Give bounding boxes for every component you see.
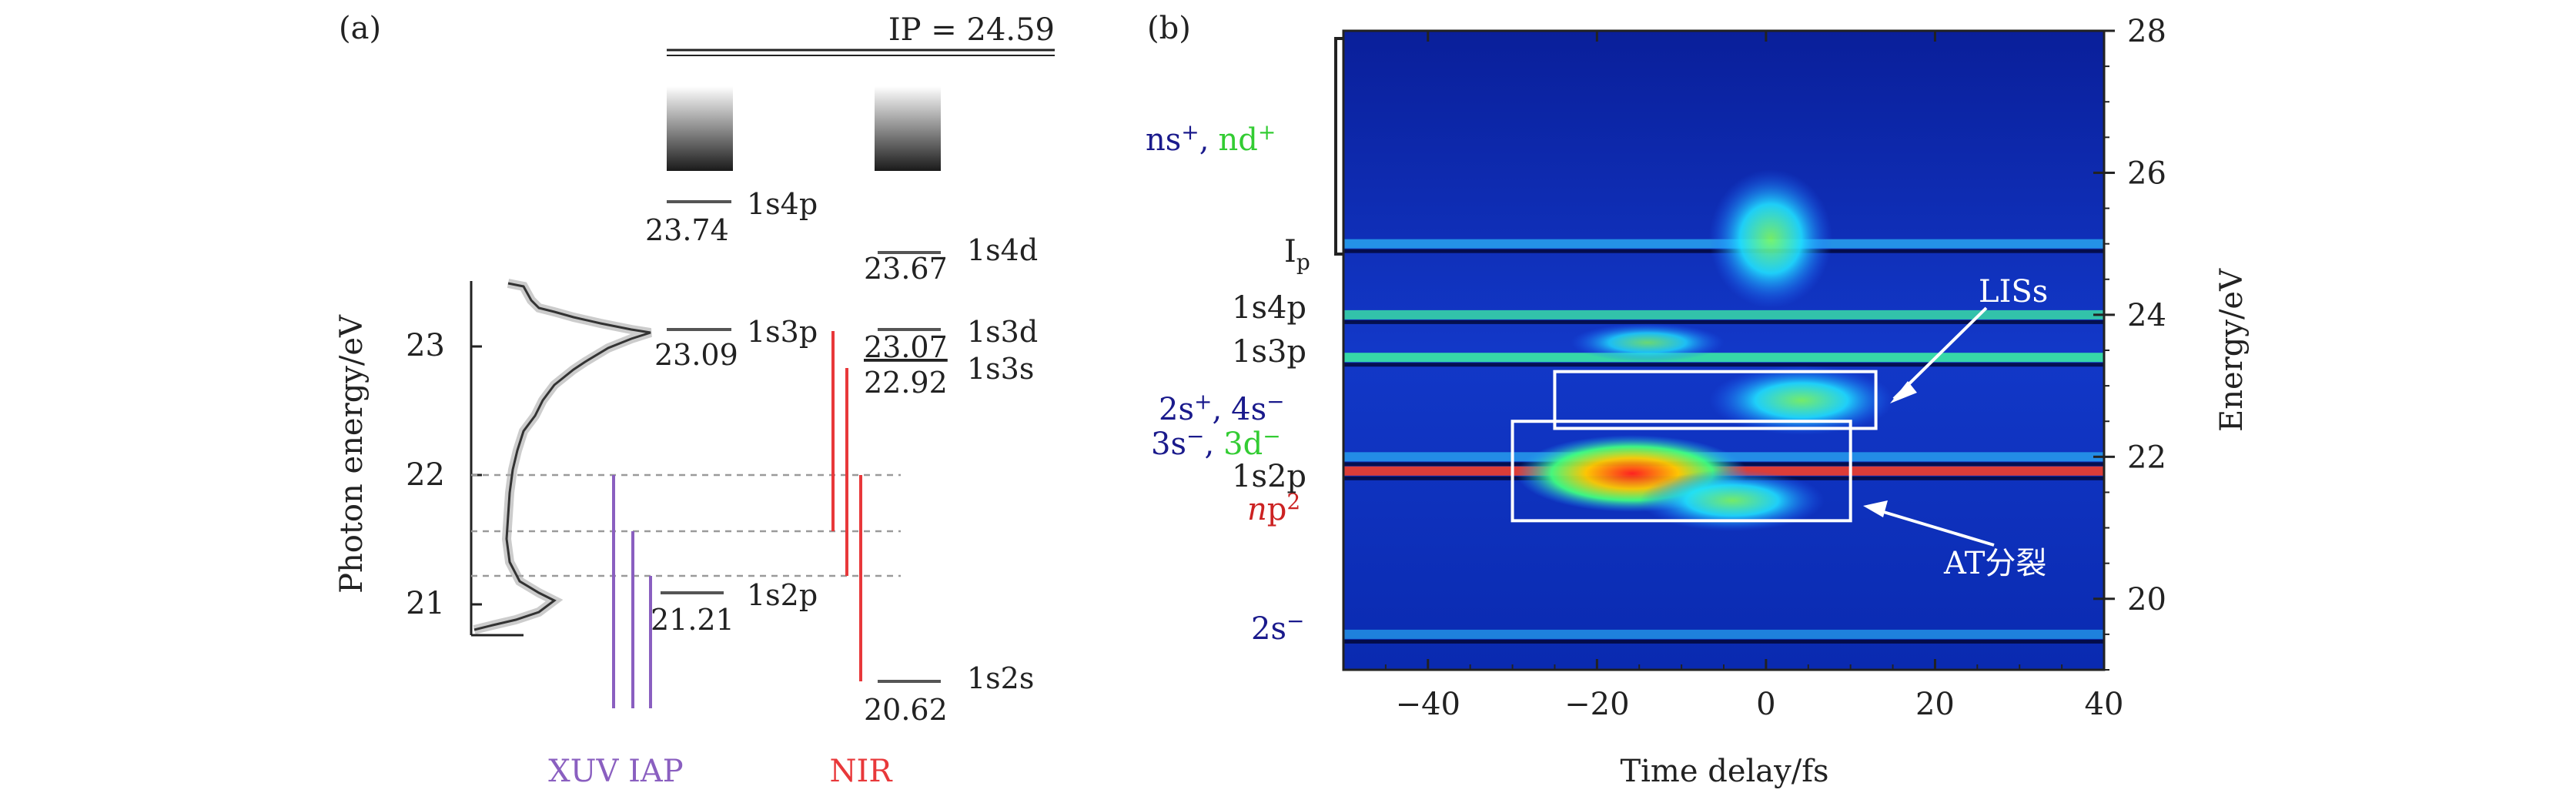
label-3s-3d: 3s−, 3d− [1151, 423, 1281, 462]
label-1s2p: 1s2p [1232, 459, 1306, 494]
ip-label: IP = 24.59 [888, 12, 1055, 48]
label-np2-sup: 2 [1286, 489, 1300, 514]
spectrum-ylabel: Photon energy/eV [334, 314, 370, 594]
liss-annotation: LISs [1979, 274, 2048, 309]
label-ip-main: I [1284, 234, 1296, 269]
heatmap-3p-blob [1571, 323, 1725, 362]
label-3d-sup: − [1263, 423, 1280, 449]
liss-arrow-head [1890, 381, 1917, 403]
x-tick-label: 20 [1915, 687, 1955, 722]
level-1s4p-name: 1s4p [747, 187, 818, 221]
x-ticks: −40 −20 0 20 40 [1343, 31, 2123, 722]
x-tick-label: −40 [1396, 687, 1460, 722]
spectral-line [1343, 629, 2104, 639]
label-2s: 2s [1159, 392, 1194, 427]
label-3s: 3s [1151, 427, 1186, 462]
spectral-line [1343, 309, 2104, 320]
label-np2-p: p [1267, 492, 1287, 527]
panel-b: (b) −40 −20 0 20 40 20 22 24 26 28 Time delay/fs… [1146, 11, 2250, 789]
level-1s3d-name: 1s3d [967, 315, 1038, 349]
label-2s-minus: 2s− [1251, 608, 1304, 647]
at-arrow-head [1863, 500, 1888, 517]
at-arrow-line [1870, 507, 1995, 547]
level-1s2s-name: 1s2s [967, 661, 1034, 695]
label-2s-comma: , [1212, 392, 1222, 427]
label-3s-comma: , [1204, 427, 1214, 462]
xuv-label: XUV IAP [548, 754, 683, 789]
level-1s4d-energy: 23.67 [864, 252, 948, 286]
x-tick-label: 40 [2085, 687, 2124, 722]
spectrum-curve [473, 282, 651, 631]
at-annotation: AT分裂 [1943, 546, 2046, 581]
level-1s3p-energy: 23.09 [654, 338, 738, 372]
label-ip-sub: p [1296, 249, 1310, 275]
spectrum-tick-label-21: 21 [406, 586, 445, 621]
spectrum-tick-label-23: 23 [406, 328, 445, 363]
y-tick-label: 24 [2127, 298, 2166, 333]
label-4s: 4s [1231, 392, 1266, 427]
nir-label: NIR [830, 754, 894, 789]
label-np2: np2 [1247, 489, 1300, 527]
level-1s2p-name: 1s2p [747, 578, 818, 612]
label-2s-sup: + [1194, 389, 1212, 414]
annotation-boxes [1510, 370, 1878, 523]
level-1s3s-energy: 22.92 [864, 366, 948, 400]
level-1s3p-name: 1s3p [747, 315, 818, 349]
label-2s-minus-main: 2s [1251, 611, 1286, 647]
heatmap-liss-blob [1709, 366, 1894, 435]
x-axis-label: Time delay/fs [1620, 754, 1828, 789]
continuum-block-sd [875, 86, 941, 171]
label-4s-sup: − [1266, 389, 1284, 414]
label-1s4p: 1s4p [1232, 290, 1306, 326]
label-2s-minus-sup: − [1286, 608, 1304, 634]
label-3d: 3d [1223, 427, 1263, 462]
heatmap-at-lower [1640, 470, 1825, 531]
label-ns: ns [1146, 122, 1181, 158]
level-1s4p-energy: 23.74 [645, 213, 729, 247]
y-tick-label: 26 [2127, 156, 2166, 191]
label-ip: Ip [1284, 234, 1310, 275]
spectrum-tick-label-22: 22 [406, 457, 445, 493]
label-1s3p: 1s3p [1232, 334, 1306, 370]
heatmap-ip-blob [1709, 169, 1832, 308]
y-tick-label: 22 [2127, 440, 2166, 475]
continuum-block-p [667, 86, 733, 171]
label-np2-n: n [1247, 492, 1267, 527]
label-3s-sup: − [1186, 423, 1204, 449]
y-axis-label: Energy/eV [2214, 268, 2250, 432]
spectral-line-shadow [1343, 320, 2104, 324]
level-1s3d-energy: 23.07 [864, 330, 948, 364]
spectral-line [1343, 353, 2104, 363]
level-1s4d-name: 1s4d [967, 233, 1038, 267]
heatmap-background [1343, 31, 2104, 670]
heatmap [1343, 31, 2104, 670]
x-tick-label: −20 [1564, 687, 1629, 722]
label-nd: nd [1218, 122, 1257, 158]
label-ns-comma: , [1199, 122, 1209, 158]
panel-b-label: (b) [1147, 11, 1191, 46]
spectrum-curve-shadow [473, 279, 652, 634]
x-tick-label: 0 [1756, 687, 1775, 722]
y-tick-label: 28 [2127, 14, 2166, 49]
label-ns-nd: ns+, nd+ [1146, 119, 1276, 158]
level-1s3s-name: 1s3s [967, 352, 1034, 386]
panel-a-label: (a) [339, 11, 381, 46]
y-tick-label: 20 [2127, 582, 2166, 617]
label-ns-sup: + [1181, 119, 1199, 145]
label-2s-4s: 2s+, 4s− [1159, 389, 1285, 427]
panel-a: (a) IP = 24.59 23.74 1s4p 23.09 1s3p 21.… [334, 11, 1055, 789]
spectral-line-shadow [1343, 363, 2104, 367]
y-ticks: 20 22 24 26 28 [2093, 14, 2166, 671]
annotation-box [1510, 420, 1852, 523]
spectral-line-shadow [1343, 639, 2104, 644]
level-1s2p-energy: 21.21 [651, 603, 734, 637]
ns-bracket [1334, 37, 1343, 256]
level-1s2s-energy: 20.62 [864, 693, 948, 727]
label-nd-sup: + [1258, 119, 1276, 145]
annotation-box [1553, 370, 1878, 430]
